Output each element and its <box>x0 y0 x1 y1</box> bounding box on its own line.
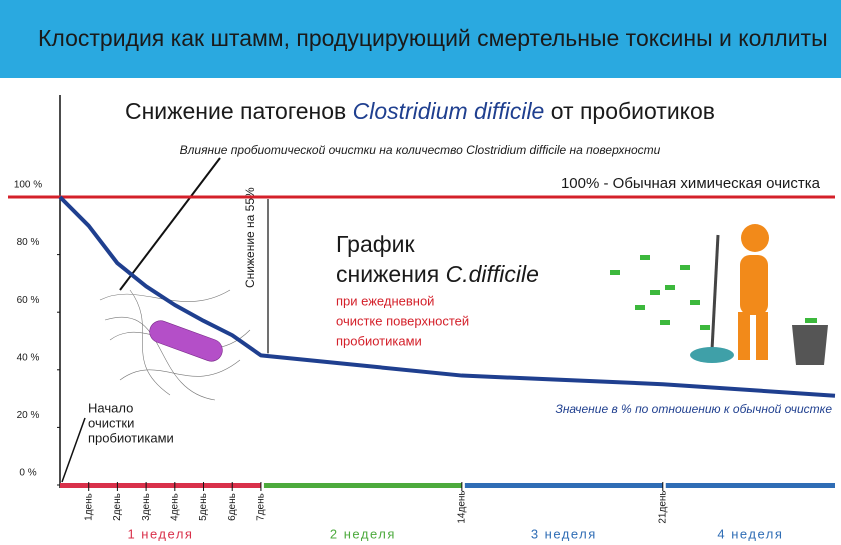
title-part: Clostridium difficile <box>353 98 545 124</box>
reference-label: 100% - Обычная химическая очистка <box>561 175 821 192</box>
y-tick-label: 40 % <box>17 352 40 363</box>
reduction-label: Снижение на 55% <box>243 187 257 288</box>
data-line <box>58 195 836 398</box>
week-band <box>263 483 462 488</box>
x-tick-label: 4день <box>169 493 180 521</box>
x-tick-label: 3день <box>141 493 152 521</box>
week-band <box>60 483 261 488</box>
x-tick-label: 1день <box>83 493 94 521</box>
cleaner-image <box>610 224 828 365</box>
week-band <box>464 483 663 488</box>
start-label: Начало <box>88 400 133 415</box>
y-tick-label: 60 % <box>17 295 40 306</box>
start-label: очистки <box>88 415 134 430</box>
graph-note: при ежедневной <box>336 293 434 308</box>
series-label: Значение в % по отношению к обычной очис… <box>555 402 832 416</box>
graph-title-part: снижения <box>336 261 446 287</box>
start-label: пробиотиками <box>88 430 174 445</box>
chart-subtitle: Влияние пробиотической очистки на количе… <box>180 143 661 157</box>
x-tick-label: 14день <box>456 490 467 523</box>
graph-title: снижения C.difficile <box>336 261 539 287</box>
chart-title: Снижение патогенов Clostridium difficile… <box>125 98 715 124</box>
title-part: от пробиотиков <box>544 98 715 124</box>
graph-title: График <box>336 231 416 257</box>
graph-note: пробиотиками <box>336 333 422 348</box>
y-tick-label: 80 % <box>17 237 40 248</box>
week-label: 4 неделя <box>717 526 783 541</box>
week-label: 3 неделя <box>531 526 597 541</box>
y-tick-label: 100 % <box>14 180 42 191</box>
x-tick-label: 7день <box>256 493 267 521</box>
week-label: 2 неделя <box>330 526 396 541</box>
title-part: Снижение патогенов <box>125 98 353 124</box>
graph-note: очистке поверхностей <box>336 313 469 328</box>
week-label: 1 неделя <box>127 526 193 541</box>
x-tick-label: 6день <box>227 493 238 521</box>
x-tick-label: 2день <box>112 493 123 521</box>
y-tick-label: 0 % <box>19 468 36 479</box>
y-tick-label: 20 % <box>17 410 40 421</box>
pointer <box>119 157 221 291</box>
x-tick-label: 5день <box>198 493 209 521</box>
bacterium-image <box>99 289 251 401</box>
x-tick-label: 21день <box>657 490 668 523</box>
week-band <box>665 483 835 488</box>
graph-title-part: C.difficile <box>446 261 539 287</box>
header-title: Клостридия как штамм, продуцирующий смер… <box>38 25 828 51</box>
pointer <box>61 417 86 483</box>
header-band <box>0 0 841 78</box>
